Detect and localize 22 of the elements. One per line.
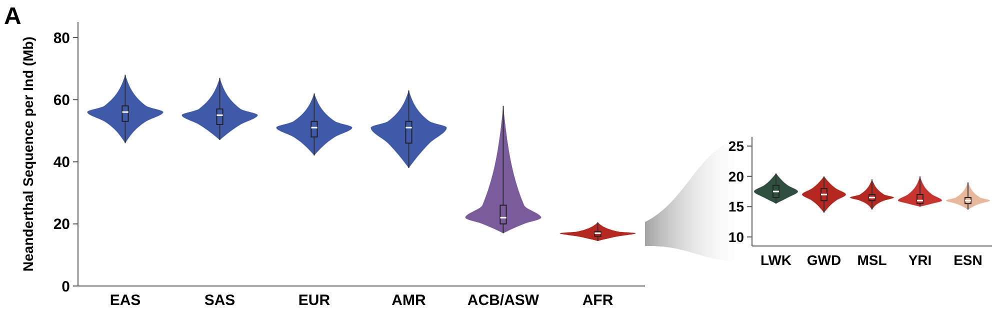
x-tick-label: LWK xyxy=(760,252,792,268)
x-tick-label: SAS xyxy=(204,292,236,309)
y-tick-label: 0 xyxy=(62,278,70,296)
y-tick-label: 25 xyxy=(728,138,744,154)
x-tick-label: ESN xyxy=(954,252,982,268)
x-tick-label: GWD xyxy=(806,252,842,268)
y-tick-label: 20 xyxy=(53,216,70,234)
x-tick-label: YRI xyxy=(908,252,932,268)
text: A xyxy=(4,3,22,30)
x-tick-label: ACB/ASW xyxy=(467,292,540,309)
y-tick-label: 10 xyxy=(728,228,744,245)
y-tick-label: 40 xyxy=(53,154,70,172)
x-tick-label: EUR xyxy=(298,292,330,309)
y-tick-label: 60 xyxy=(53,92,70,109)
x-tick-label: AMR xyxy=(392,292,426,309)
y-axis-title: Neanderthal Sequence per Ind (Mb) xyxy=(20,36,36,272)
y-tick-label: 80 xyxy=(53,30,70,47)
y-tick-label: 15 xyxy=(728,198,744,215)
x-tick-label: MSL xyxy=(857,252,888,268)
y-tick-label: 20 xyxy=(728,168,744,184)
x-tick-label: EAS xyxy=(110,292,141,309)
x-tick-label: AFR xyxy=(582,292,614,309)
